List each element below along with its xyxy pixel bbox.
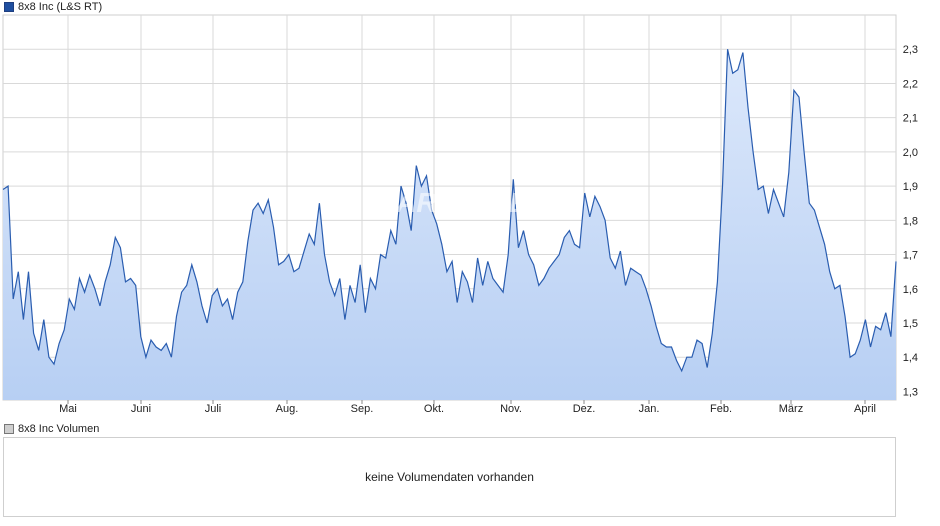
price-legend-swatch: [4, 2, 14, 12]
x-tick-label: Mai: [59, 403, 77, 415]
x-tick-label: Nov.: [500, 403, 522, 415]
y-tick-label: 1,7: [903, 250, 918, 262]
x-tick-label: Juni: [131, 403, 151, 415]
y-tick-label: 2,1: [903, 113, 918, 125]
price-line: [2, 49, 897, 373]
x-tick-label: Juli: [205, 403, 222, 415]
y-tick-label: 2,2: [903, 78, 918, 90]
watermark-logo: ARIVA.DE: [395, 187, 529, 218]
x-tick-label: Feb.: [710, 403, 732, 415]
x-tick-label: Dez.: [573, 403, 596, 415]
x-tick-label: April: [854, 403, 876, 415]
x-tick-label: März: [779, 403, 803, 415]
x-tick-label: Sep.: [351, 403, 374, 415]
x-tick-label: Okt.: [424, 403, 444, 415]
y-tick-label: 1,8: [903, 215, 918, 227]
y-tick-label: 1,4: [903, 352, 918, 364]
volume-empty-message: keine Volumendaten vorhanden: [365, 470, 534, 484]
volume-legend-swatch: [4, 424, 14, 434]
y-tick-label: 1,6: [903, 284, 918, 296]
x-tick-label: Jan.: [639, 403, 660, 415]
price-area: [3, 49, 896, 400]
price-legend-label: 8x8 Inc (L&S RT): [18, 1, 103, 13]
x-tick-label: Aug.: [276, 403, 299, 415]
y-tick-label: 1,3: [903, 386, 918, 398]
volume-legend: 8x8 Inc Volumen: [4, 423, 99, 435]
price-legend: 8x8 Inc (L&S RT): [4, 1, 102, 13]
y-tick-label: 1,5: [903, 318, 918, 330]
price-chart: ARIVA.DE 2,3 2,2 2,1 2,0 1,9 1,8 1,7 1,6 1,5 1,4 1…: [2, 14, 918, 415]
volume-legend-label: 8x8 Inc Volumen: [18, 423, 100, 435]
y-tick-label: 2,3: [903, 44, 918, 56]
y-tick-label: 2,0: [903, 147, 918, 159]
volume-panel: keine Volumendaten vorhanden: [3, 437, 896, 517]
y-tick-label: 1,9: [903, 181, 918, 193]
